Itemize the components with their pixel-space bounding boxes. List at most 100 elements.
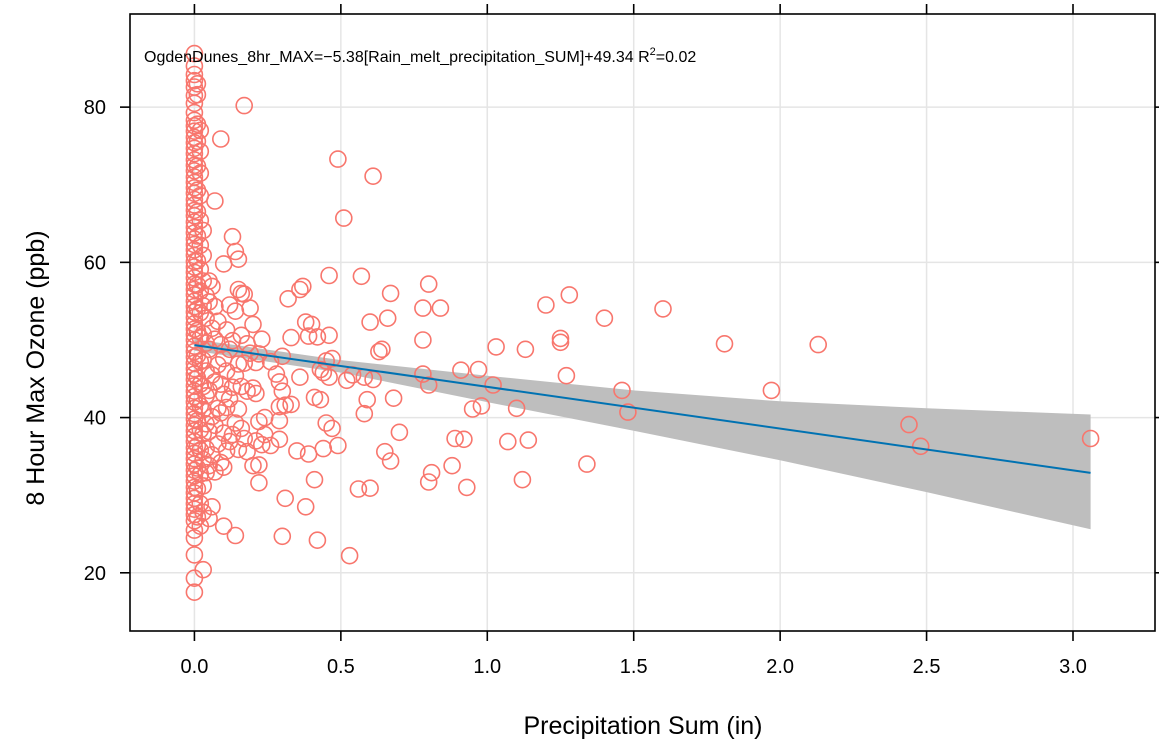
data-point xyxy=(212,130,230,148)
x-tick-label: 1.5 xyxy=(620,656,648,678)
data-point xyxy=(223,425,242,444)
data-point xyxy=(267,365,286,383)
data-point xyxy=(291,368,309,387)
data-point xyxy=(419,376,438,394)
data-point xyxy=(223,227,242,246)
data-point xyxy=(185,235,204,254)
data-point xyxy=(323,419,341,438)
data-point xyxy=(419,473,438,491)
data-point xyxy=(551,333,570,352)
data-point xyxy=(185,292,204,311)
data-point xyxy=(384,389,403,408)
data-point xyxy=(323,349,341,368)
data-point xyxy=(414,365,432,383)
data-point xyxy=(232,377,251,396)
data-point xyxy=(419,275,438,293)
data-point xyxy=(197,439,215,458)
data-point xyxy=(197,309,215,328)
data-point xyxy=(226,366,245,385)
data-point xyxy=(270,373,289,391)
data-point xyxy=(273,527,292,546)
data-point xyxy=(252,330,271,349)
data-point xyxy=(452,361,470,380)
data-point xyxy=(212,404,230,422)
data-point xyxy=(191,260,210,279)
data-point xyxy=(194,560,212,579)
x-axis-title: Precipitation Sum (in) xyxy=(524,712,763,740)
data-point xyxy=(191,494,210,513)
data-point xyxy=(194,246,212,265)
x-tick-label: 2.5 xyxy=(913,656,941,678)
data-point xyxy=(390,423,409,442)
x-tick-label: 3.0 xyxy=(1059,656,1087,678)
data-point xyxy=(194,400,212,419)
y-axis-title: 8 Hour Max Ozone (ppb) xyxy=(22,230,50,505)
data-point xyxy=(232,419,251,438)
data-point xyxy=(229,355,248,373)
data-point xyxy=(516,340,535,359)
data-point xyxy=(302,315,321,334)
data-point xyxy=(212,335,230,354)
confidence-band xyxy=(194,339,1091,530)
data-point xyxy=(613,381,631,400)
data-point xyxy=(337,371,356,390)
data-point xyxy=(361,313,379,331)
data-point xyxy=(212,453,230,472)
data-point xyxy=(270,411,289,430)
data-point xyxy=(276,396,295,415)
data-point xyxy=(229,280,248,299)
data-point xyxy=(191,211,210,230)
x-tick-label: 1.0 xyxy=(473,656,501,678)
data-point xyxy=(235,96,253,115)
y-tick-label: 40 xyxy=(84,408,106,430)
data-point xyxy=(270,430,289,449)
data-point xyxy=(185,111,204,130)
data-point xyxy=(469,360,488,379)
data-point xyxy=(560,286,579,304)
data-point xyxy=(185,489,204,508)
data-point xyxy=(194,503,212,522)
data-point xyxy=(446,429,464,448)
data-point xyxy=(381,452,400,470)
data-point xyxy=(381,284,400,303)
data-point xyxy=(373,340,391,359)
data-point xyxy=(762,381,781,400)
y-tick-label: 60 xyxy=(84,252,106,274)
data-point xyxy=(551,329,570,348)
data-point xyxy=(203,277,221,296)
regression-line xyxy=(194,344,1091,474)
data-point xyxy=(498,432,517,451)
data-point xyxy=(334,209,353,227)
data-point xyxy=(358,390,377,409)
data-point xyxy=(191,142,210,161)
plot-frame xyxy=(129,13,1156,632)
data-point xyxy=(244,456,262,475)
data-point xyxy=(293,277,312,296)
data-point xyxy=(220,296,239,314)
data-point xyxy=(431,299,450,317)
data-point xyxy=(209,355,227,374)
data-point xyxy=(220,390,239,408)
data-point xyxy=(422,463,441,482)
data-point xyxy=(214,458,233,477)
data-point xyxy=(209,312,227,331)
data-point xyxy=(247,432,265,450)
data-point xyxy=(226,414,245,432)
data-point xyxy=(226,242,245,261)
data-point xyxy=(375,442,394,461)
data-point xyxy=(206,192,224,210)
data-point xyxy=(185,241,204,259)
data-point xyxy=(247,384,265,403)
data-point xyxy=(188,75,207,93)
data-point xyxy=(185,103,204,122)
data-point xyxy=(361,479,379,498)
data-point xyxy=(194,296,212,315)
data-point xyxy=(185,71,204,90)
data-point xyxy=(308,328,327,346)
data-point xyxy=(194,477,212,495)
data-point xyxy=(484,376,502,394)
data-point xyxy=(235,429,253,448)
data-point xyxy=(188,85,207,104)
data-point xyxy=(279,289,297,308)
data-point xyxy=(273,382,292,401)
